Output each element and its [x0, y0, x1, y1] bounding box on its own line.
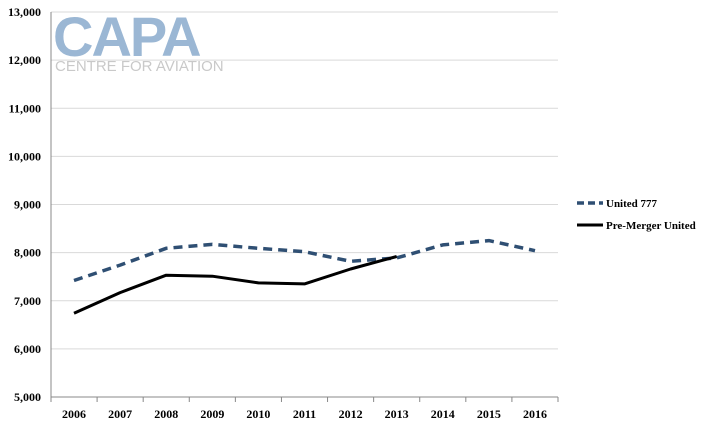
- axes: 5,000 6,000 7,000 8,000 9,000 10,000 11,000 12,…: [8, 5, 559, 421]
- x-tick-label: 2011: [293, 407, 316, 421]
- y-tick-label: 13,000: [8, 5, 41, 19]
- watermark-tagline: CENTRE FOR AVIATION: [55, 58, 224, 75]
- legend-label: United 777: [606, 198, 658, 210]
- watermark-brand: CAPA: [53, 5, 200, 68]
- x-tick-label: 2012: [339, 407, 363, 421]
- x-tick-label: 2006: [62, 407, 86, 421]
- x-tick-label: 2007: [108, 407, 132, 421]
- x-tick-label: 2014: [431, 407, 455, 421]
- capa-watermark: CAPA CENTRE FOR AVIATION: [53, 5, 224, 75]
- legend-label: Pre-Merger United: [606, 220, 696, 232]
- x-tick-label: 2008: [154, 407, 178, 421]
- y-tick-label: 7,000: [14, 294, 41, 308]
- x-tick-label: 2010: [246, 407, 270, 421]
- y-tick-label: 8,000: [14, 246, 41, 260]
- y-tick-label: 9,000: [14, 198, 41, 212]
- series-line-united-777: [73, 238, 536, 283]
- series-line-pre-merger-united: [73, 255, 398, 315]
- y-tick-label: 12,000: [8, 53, 41, 67]
- x-tick-label: 2015: [477, 407, 501, 421]
- x-tick-label: 2009: [200, 407, 224, 421]
- x-tick-label: 2013: [385, 407, 409, 421]
- y-tick-label: 6,000: [14, 342, 41, 356]
- x-tick-label: 2016: [523, 407, 547, 421]
- gridlines: [51, 11, 558, 350]
- series-lines: [73, 238, 536, 315]
- y-tick-label: 10,000: [8, 149, 41, 163]
- y-tick-label: 5,000: [14, 390, 41, 404]
- legend: United 777 Pre-Merger United: [577, 198, 696, 232]
- y-tick-label: 11,000: [9, 101, 41, 115]
